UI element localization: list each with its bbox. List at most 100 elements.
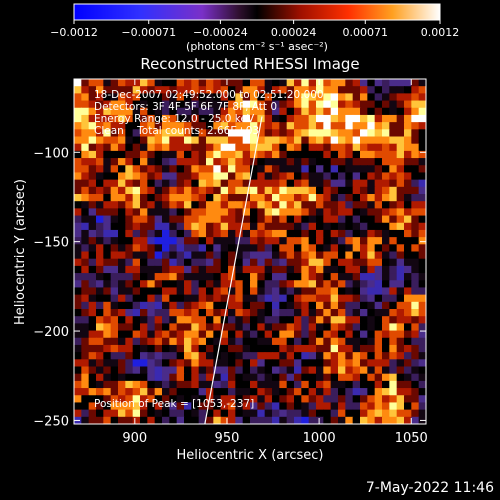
heatmap-cell bbox=[169, 388, 178, 396]
heatmap-cell bbox=[367, 136, 376, 145]
heatmap-cell bbox=[169, 280, 178, 289]
heatmap-cell bbox=[81, 129, 90, 138]
heatmap-cell bbox=[418, 222, 426, 231]
heatmap-cell bbox=[118, 344, 126, 353]
heatmap-cell bbox=[294, 208, 302, 217]
heatmap-cell bbox=[382, 330, 390, 339]
heatmap-cell bbox=[184, 323, 192, 332]
heatmap-cell bbox=[316, 114, 324, 123]
heatmap-cell bbox=[308, 359, 317, 368]
heatmap-cell bbox=[154, 316, 163, 324]
heatmap-cell bbox=[316, 215, 324, 224]
heatmap-cell bbox=[125, 143, 134, 152]
heatmap-cell bbox=[228, 294, 236, 303]
heatmap-cell bbox=[345, 201, 354, 209]
heatmap-cell bbox=[279, 122, 288, 130]
heatmap-cell bbox=[396, 244, 405, 253]
heatmap-cell bbox=[169, 107, 178, 116]
heatmap-cell bbox=[103, 194, 112, 202]
heatmap-cell bbox=[154, 359, 163, 368]
heatmap-cell bbox=[330, 294, 339, 303]
heatmap-cell bbox=[206, 309, 214, 317]
heatmap-cell bbox=[301, 366, 310, 375]
heatmap-cell bbox=[330, 100, 339, 109]
heatmap-cell bbox=[110, 402, 119, 411]
heatmap-cell bbox=[374, 359, 383, 368]
heatmap-cell bbox=[279, 402, 288, 411]
heatmap-cell bbox=[367, 258, 376, 267]
heatmap-cell bbox=[389, 301, 398, 310]
heatmap-cell bbox=[308, 194, 317, 202]
heatmap-cell bbox=[330, 208, 339, 217]
heatmap-cell bbox=[74, 179, 82, 188]
heatmap-cell bbox=[118, 143, 126, 152]
heatmap-cell bbox=[140, 158, 148, 166]
heatmap-cell bbox=[96, 86, 104, 94]
heatmap-cell bbox=[286, 93, 295, 102]
heatmap-cell bbox=[294, 229, 302, 238]
heatmap-cell bbox=[272, 366, 280, 375]
heatmap-cell bbox=[382, 150, 390, 159]
heatmap-cell bbox=[360, 107, 368, 116]
heatmap-cell bbox=[330, 366, 339, 375]
heatmap-cell bbox=[96, 330, 104, 339]
heatmap-cell bbox=[118, 100, 126, 109]
heatmap-cell bbox=[367, 129, 376, 138]
heatmap-cell bbox=[235, 280, 244, 289]
heatmap-cell bbox=[345, 273, 354, 281]
heatmap-cell bbox=[103, 388, 112, 396]
heatmap-cell bbox=[272, 100, 280, 109]
heatmap-cell bbox=[418, 380, 426, 389]
heatmap-cell bbox=[316, 237, 324, 245]
heatmap-cell bbox=[176, 373, 185, 382]
heatmap-cell bbox=[382, 222, 390, 231]
heatmap-cell bbox=[308, 222, 317, 231]
heatmap-cell bbox=[308, 366, 317, 375]
heatmap-cell bbox=[264, 158, 273, 166]
heatmap-cell bbox=[140, 93, 148, 102]
heatmap-cell bbox=[352, 244, 361, 253]
heatmap-cell bbox=[418, 251, 426, 260]
heatmap-cell bbox=[411, 208, 420, 217]
heatmap-cell bbox=[404, 179, 412, 188]
heatmap-cell bbox=[316, 344, 324, 353]
heatmap-cell bbox=[360, 265, 368, 274]
heatmap-cell bbox=[176, 294, 185, 303]
heatmap-cell bbox=[176, 416, 185, 424]
heatmap-cell bbox=[198, 251, 207, 260]
heatmap-cell bbox=[264, 194, 273, 202]
heatmap-cell bbox=[147, 122, 156, 130]
heatmap-cell bbox=[235, 294, 244, 303]
heatmap-cell bbox=[316, 172, 324, 181]
heatmap-cell bbox=[382, 301, 390, 310]
heatmap-cell bbox=[118, 229, 126, 238]
heatmap-cell bbox=[286, 158, 295, 166]
heatmap-cell bbox=[316, 165, 324, 174]
heatmap-cell bbox=[242, 280, 251, 289]
heatmap-cell bbox=[257, 337, 266, 346]
heatmap-cell bbox=[110, 179, 119, 188]
heatmap-cell bbox=[367, 337, 376, 346]
heatmap-cell bbox=[191, 323, 200, 332]
heatmap-cell bbox=[88, 194, 97, 202]
heatmap-cell bbox=[294, 287, 302, 296]
heatmap-cell bbox=[323, 100, 332, 109]
heatmap-cell bbox=[418, 100, 426, 109]
heatmap-cell bbox=[360, 215, 368, 224]
heatmap-cell bbox=[206, 186, 214, 195]
heatmap-cell bbox=[279, 395, 288, 404]
heatmap-cell bbox=[418, 165, 426, 174]
heatmap-cell bbox=[220, 172, 229, 181]
heatmap-cell bbox=[389, 273, 398, 281]
heatmap-cell bbox=[213, 395, 222, 404]
heatmap-cell bbox=[103, 402, 112, 411]
heatmap-cell bbox=[374, 208, 383, 217]
heatmap-cell bbox=[140, 395, 148, 404]
heatmap-cell bbox=[88, 294, 97, 303]
heatmap-cell bbox=[301, 244, 310, 253]
heatmap-cell bbox=[316, 265, 324, 274]
heatmap-cell bbox=[316, 179, 324, 188]
heatmap-cell bbox=[338, 179, 346, 188]
y-tick-label: −250 bbox=[33, 414, 69, 429]
heatmap-cell bbox=[323, 172, 332, 181]
